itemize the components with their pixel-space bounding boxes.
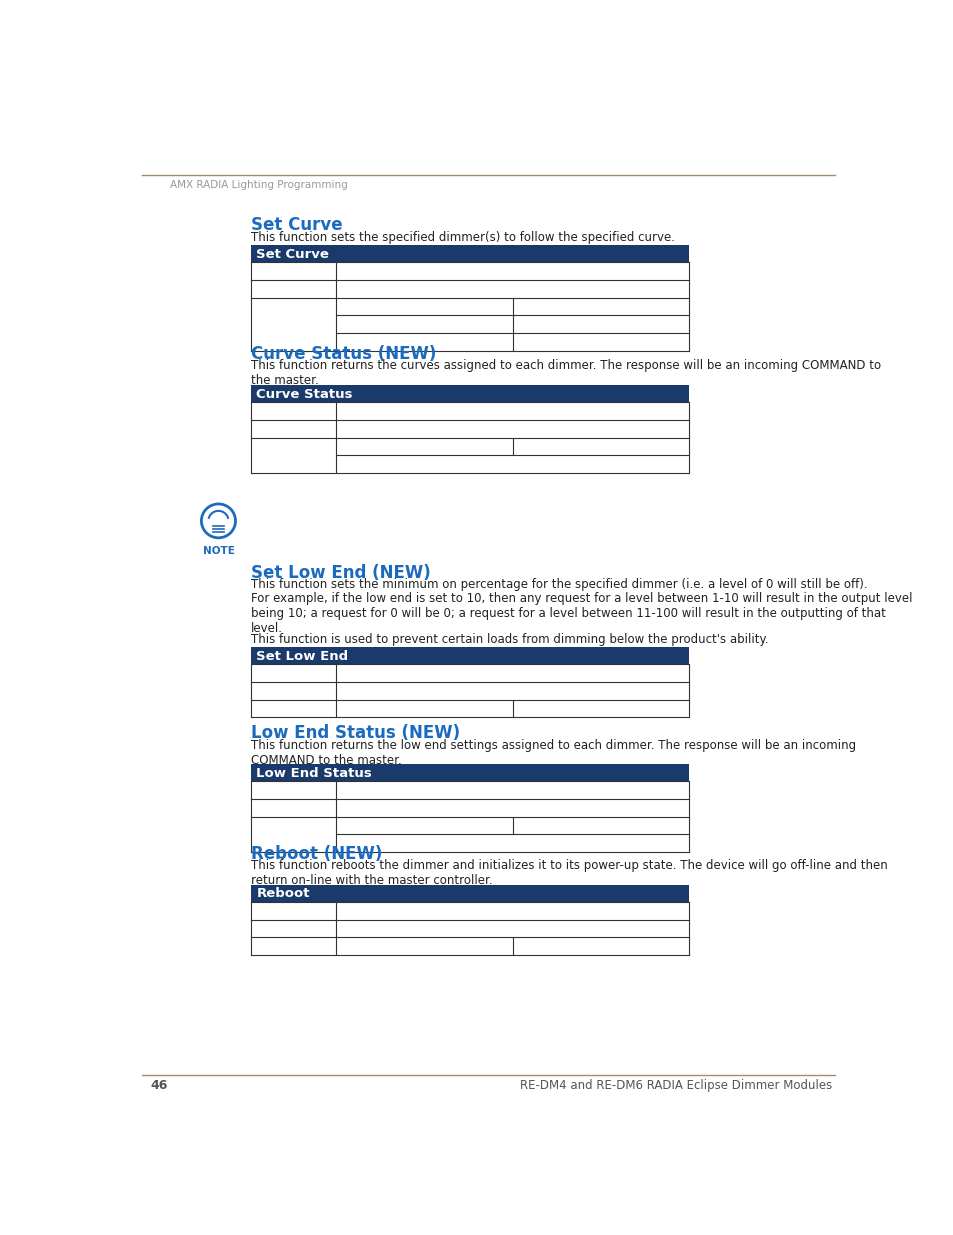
Text: For example, if the low end is set to 10, then any request for a level between 1: For example, if the low end is set to 10… [251,592,911,635]
Text: Set Low End: Set Low End [256,650,348,662]
Text: RE-DM4 and RE-DM6 RADIA Eclipse Dimmer Modules: RE-DM4 and RE-DM6 RADIA Eclipse Dimmer M… [519,1079,831,1092]
Text: Reboot: Reboot [256,888,310,900]
Bar [251,246,688,262]
Text: This function sets the minimum on percentage for the specified dimmer (i.e. a le: This function sets the minimum on percen… [251,578,866,590]
Text: AMX RADIA Lighting Programming: AMX RADIA Lighting Programming [170,180,347,190]
Text: Set Low End (NEW): Set Low End (NEW) [251,564,431,582]
Text: This function returns the curves assigned to each dimmer. The response will be a: This function returns the curves assigne… [251,359,881,388]
Text: Curve Status: Curve Status [256,388,353,400]
Text: Set Curve: Set Curve [251,216,342,233]
Text: This function sets the specified dimmer(s) to follow the specified curve.: This function sets the specified dimmer(… [251,231,675,243]
Text: Low End Status (NEW): Low End Status (NEW) [251,724,459,742]
Text: Curve Status (NEW): Curve Status (NEW) [251,345,436,363]
Text: 46: 46 [150,1079,168,1092]
Bar [251,647,688,664]
Text: This function is used to prevent certain loads from dimming below the product's : This function is used to prevent certain… [251,634,768,646]
Bar [251,885,688,902]
Bar [251,764,688,782]
Text: This function reboots the dimmer and initializes it to its power-up state. The d: This function reboots the dimmer and ini… [251,858,887,887]
Text: Set Curve: Set Curve [256,247,329,261]
Bar [251,385,688,403]
Text: This function returns the low end settings assigned to each dimmer. The response: This function returns the low end settin… [251,739,855,767]
Text: NOTE: NOTE [202,546,234,556]
Text: Reboot (NEW): Reboot (NEW) [251,845,382,863]
Text: Low End Status: Low End Status [256,767,372,779]
